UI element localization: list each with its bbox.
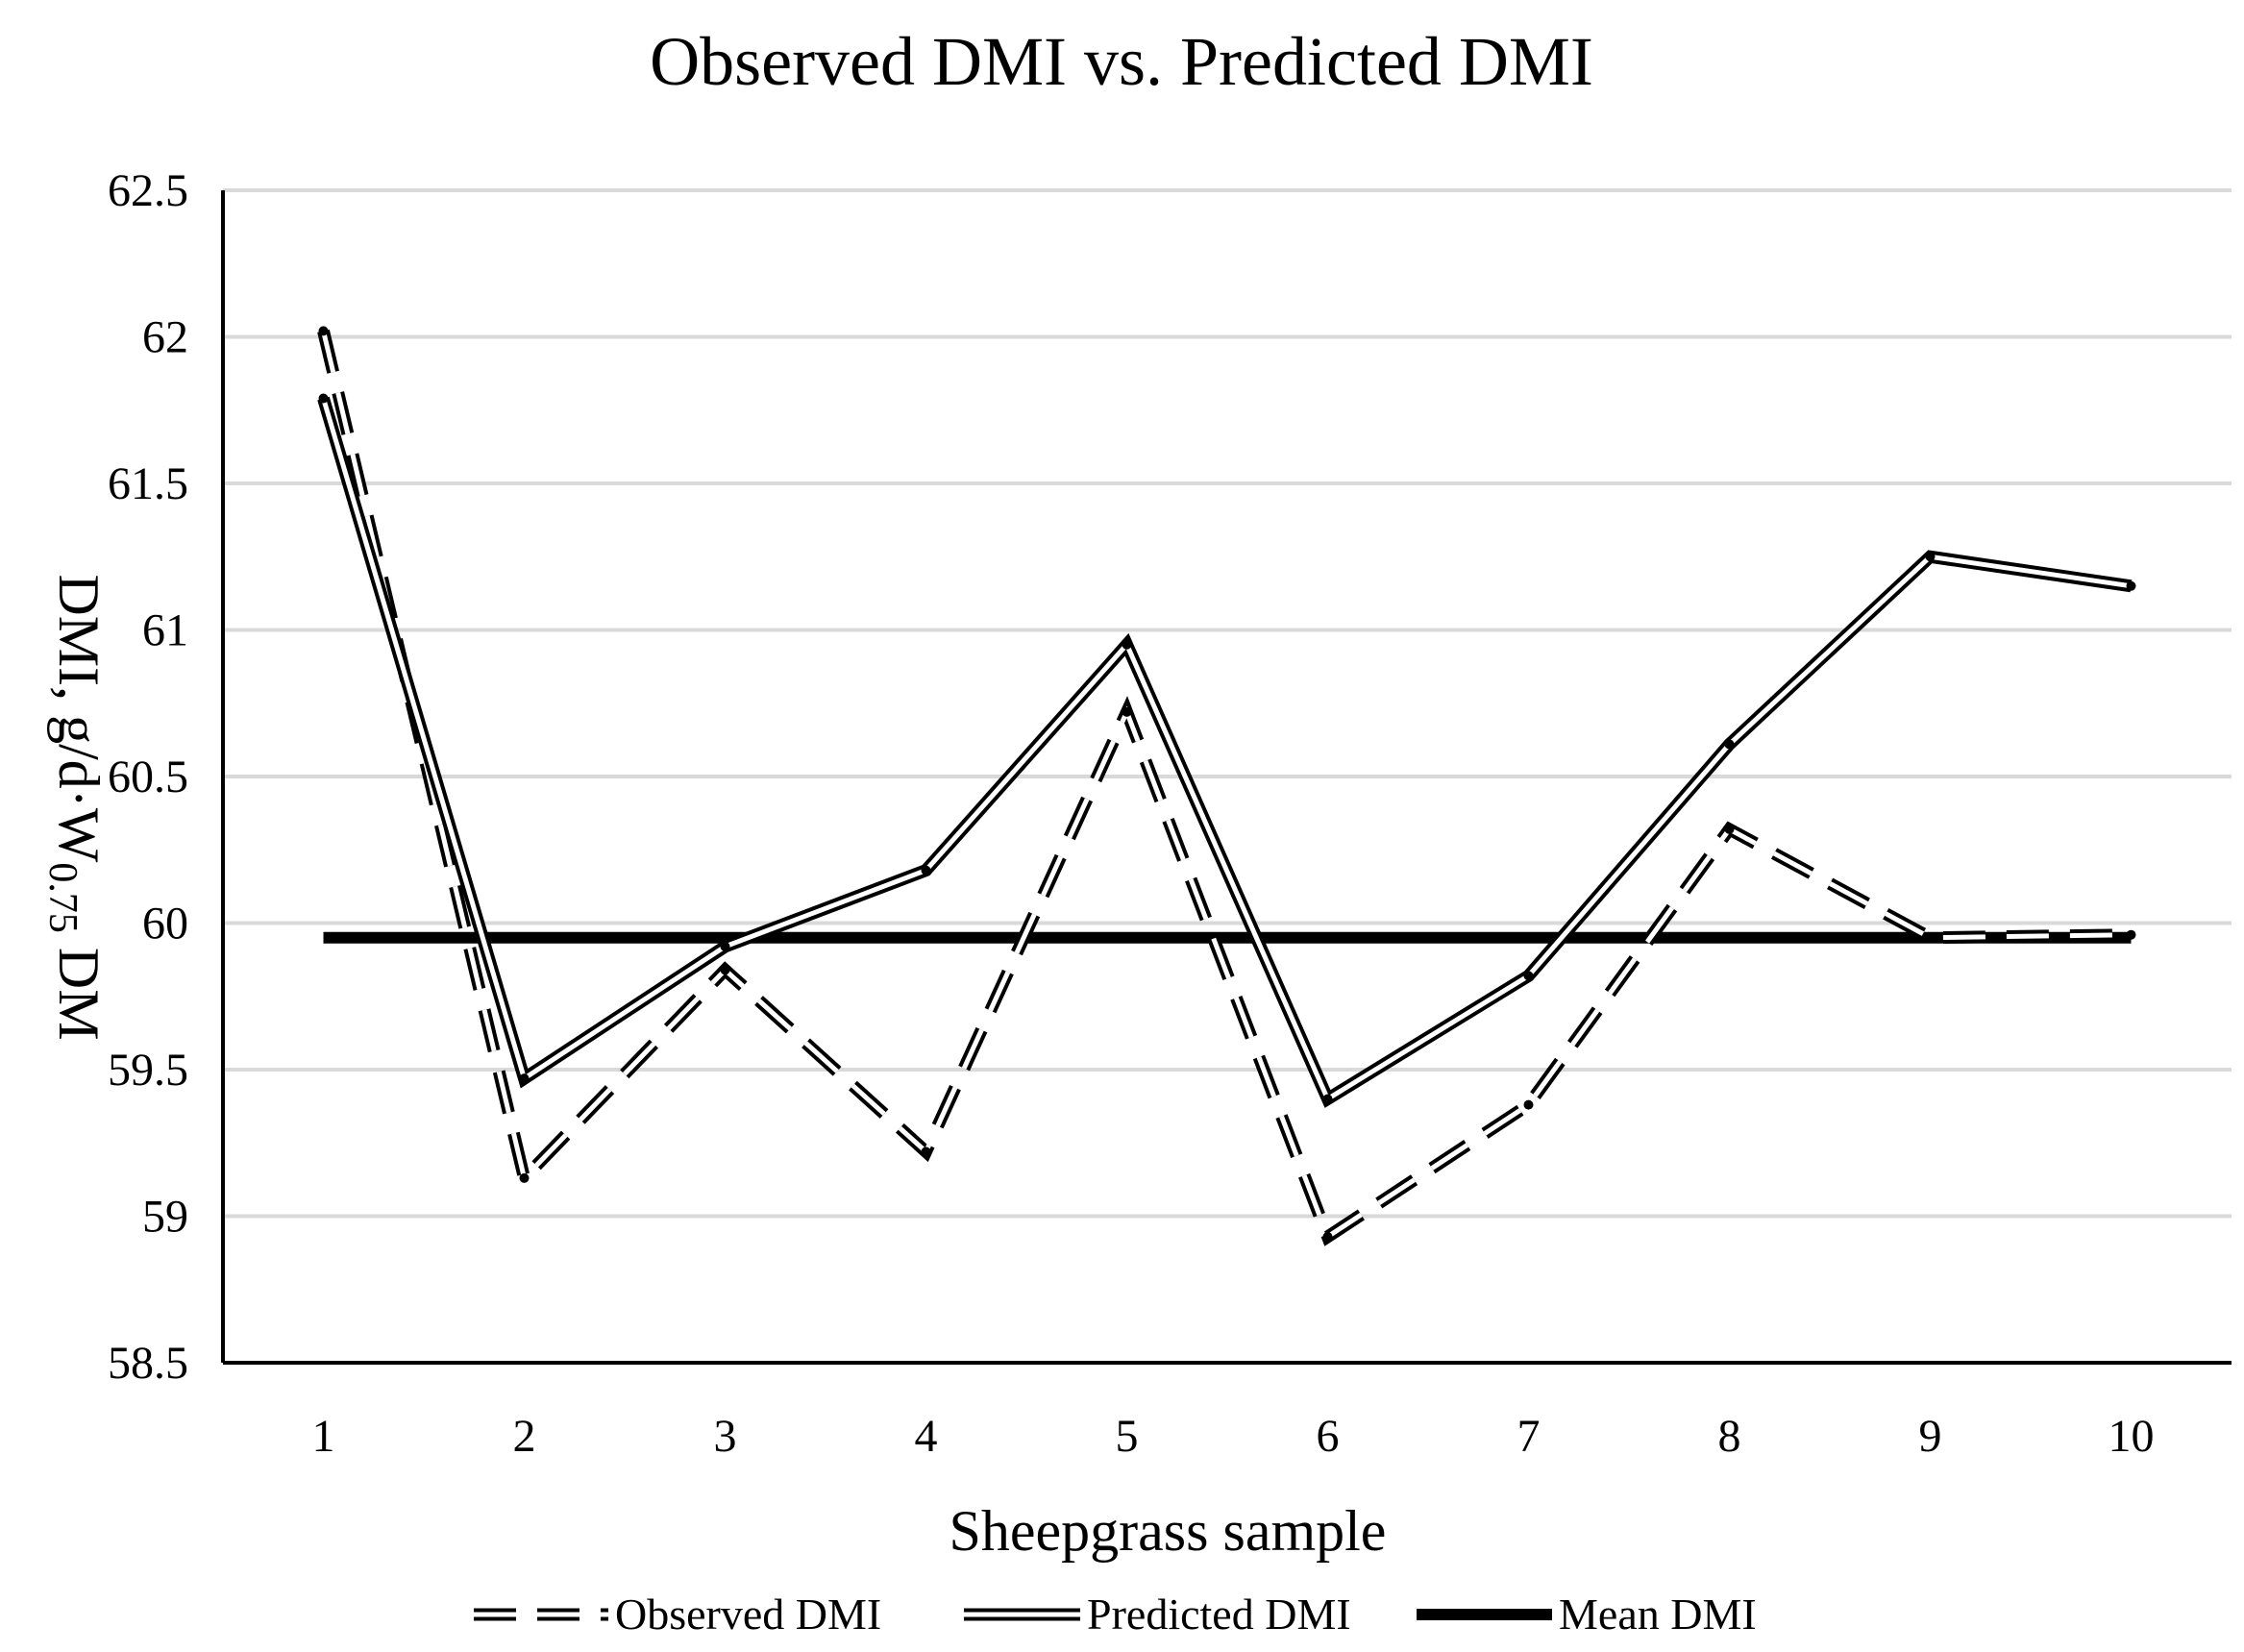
x-tick-label: 5	[1116, 1411, 1139, 1462]
chart-title: Observed DMI vs. Predicted DMI	[650, 23, 1593, 100]
series-observed-dmi-outer-stroke	[317, 329, 2132, 1246]
x-tick-label: 1	[312, 1411, 335, 1462]
series-predicted-dmi-point	[519, 1073, 530, 1084]
series-predicted-dmi-point	[2126, 580, 2136, 591]
series-observed-dmi	[317, 326, 2136, 1246]
y-axis-tick-labels: 58.5 59 59.5 60 60.5 61 61.5 62 62.5	[108, 165, 188, 1389]
y-axis-label-prefix: DMI, g/d·W	[47, 574, 111, 862]
series-observed-dmi-point	[318, 326, 329, 336]
y-tick-label: 58.5	[108, 1338, 188, 1389]
series-predicted-dmi-point	[318, 393, 329, 404]
series-lines	[317, 326, 2136, 1246]
series-predicted-dmi-point	[921, 865, 931, 875]
x-tick-label: 2	[513, 1411, 536, 1462]
y-axis-label-subscript: 0.75	[40, 862, 85, 933]
series-observed-dmi-point	[2126, 929, 2136, 940]
x-tick-label: 4	[915, 1411, 938, 1462]
series-observed-dmi-inner-stroke	[321, 330, 2132, 1241]
series-observed-dmi-point	[720, 965, 730, 975]
legend-item-predicted-dmi: Predicted DMI	[964, 1590, 1351, 1639]
series-observed-dmi-point	[1523, 1099, 1534, 1110]
x-tick-label: 8	[1718, 1411, 1741, 1462]
y-axis-label: DMI, g/d·W0.75 DM	[40, 574, 111, 1040]
y-axis-label-suffix: DM	[47, 933, 111, 1041]
y-tick-label: 60	[142, 899, 188, 949]
x-tick-label: 9	[1919, 1411, 1942, 1462]
series-observed-dmi-point	[1925, 932, 1936, 943]
y-tick-label: 59	[142, 1192, 188, 1243]
series-observed-dmi-point	[1322, 1231, 1333, 1242]
x-tick-label: 6	[1317, 1411, 1340, 1462]
y-tick-label: 62	[142, 312, 188, 363]
y-tick-label: 62.5	[108, 165, 188, 216]
series-predicted-dmi-outer-stroke	[317, 396, 2133, 1108]
series-predicted-dmi-point	[1322, 1094, 1333, 1104]
series-observed-dmi-point	[1724, 824, 1735, 834]
series-predicted-dmi-point	[1523, 971, 1534, 981]
legend-item-observed-dmi: Observed DMI	[474, 1590, 881, 1639]
x-tick-label: 10	[2108, 1411, 2155, 1462]
y-tick-label: 61.5	[108, 458, 188, 509]
series-predicted-dmi-point	[1925, 552, 1936, 562]
series-observed-dmi-point	[519, 1172, 530, 1183]
legend-item-mean-dmi: Mean DMI	[1417, 1590, 1757, 1639]
series-predicted-dmi-point	[1122, 639, 1132, 650]
series-observed-dmi-point	[921, 1147, 931, 1157]
series-predicted-dmi	[317, 393, 2136, 1108]
y-tick-label: 59.5	[108, 1045, 188, 1096]
series-observed-dmi-point	[1122, 706, 1132, 717]
series-predicted-dmi-point	[720, 941, 730, 951]
series-predicted-dmi-inner-stroke	[321, 397, 2132, 1103]
legend-label-predicted-dmi: Predicted DMI	[1087, 1590, 1351, 1639]
axes	[221, 190, 2232, 1365]
series-predicted-dmi-point	[1724, 739, 1735, 750]
y-tick-label: 60.5	[108, 752, 188, 802]
x-tick-label: 3	[714, 1411, 737, 1462]
gridlines	[223, 188, 2232, 1219]
legend: Observed DMI Predicted DMI Mean DMI	[474, 1590, 1757, 1639]
legend-label-observed-dmi: Observed DMI	[615, 1590, 881, 1639]
x-tick-label: 7	[1517, 1411, 1541, 1462]
x-axis-tick-labels: 1 2 3 4 5 6 7 8 9 10	[312, 1411, 2155, 1462]
y-tick-label: 61	[142, 605, 188, 656]
x-axis-label: Sheepgrass sample	[949, 1499, 1387, 1563]
legend-label-mean-dmi: Mean DMI	[1559, 1590, 1757, 1639]
